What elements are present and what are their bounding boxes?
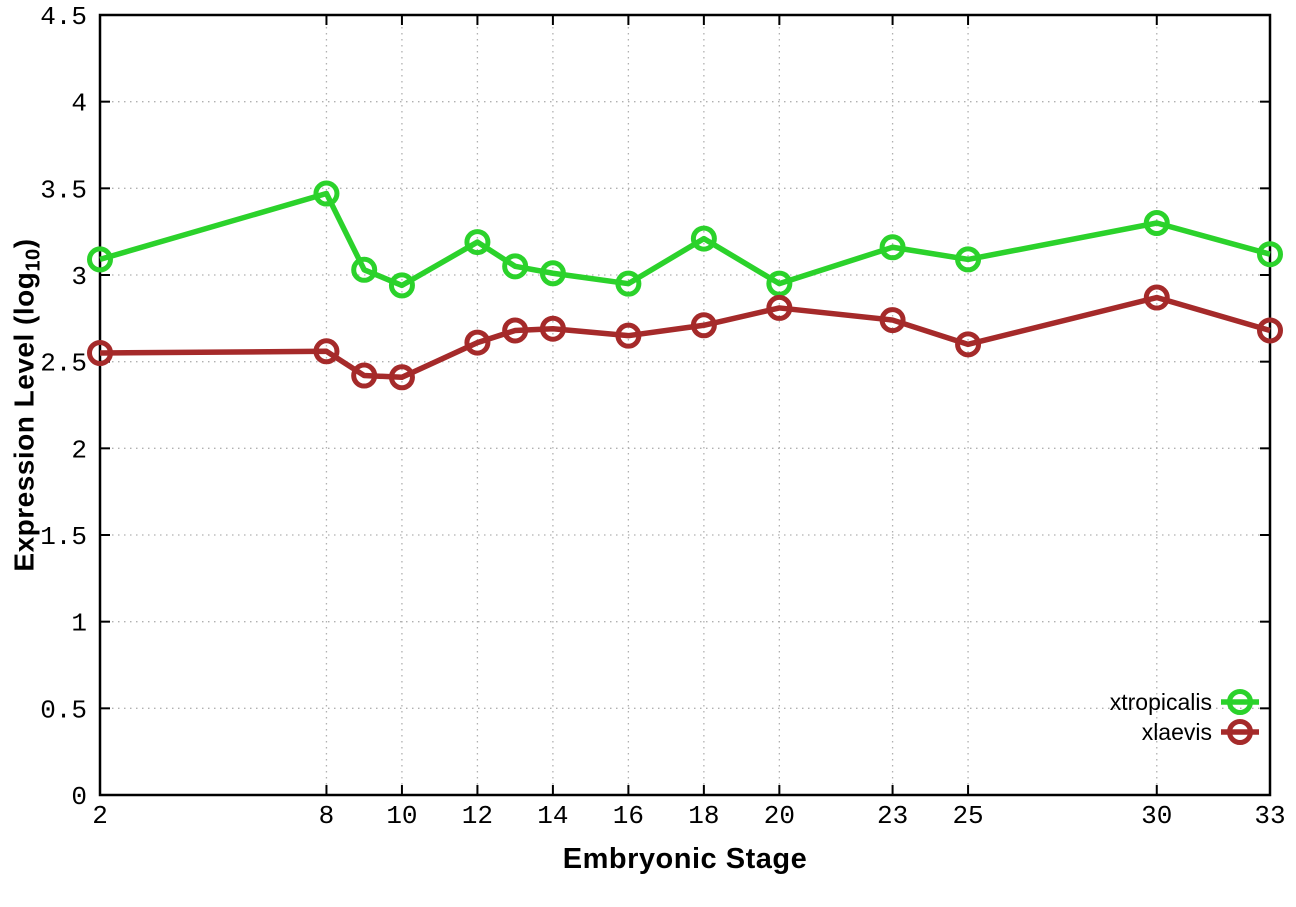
svg-text:10: 10 [386,801,417,831]
svg-text:2: 2 [71,435,87,465]
legend-label-xlaevis: xlaevis [1141,719,1212,745]
plot-border [98,13,1272,797]
legend-label-xtropicalis: xtropicalis [1109,689,1212,715]
series-xlaevis [87,284,1283,391]
x-tick-labels: 2 8 10 12 14 16 18 20 23 25 30 33 [92,801,1285,831]
svg-text:0: 0 [71,782,87,812]
svg-text:8: 8 [319,801,335,831]
svg-text:12: 12 [462,801,493,831]
svg-text:33: 33 [1254,801,1285,831]
x-axis-title: Embryonic Stage [562,843,808,875]
svg-text:2: 2 [92,801,108,831]
svg-text:3.5: 3.5 [40,175,87,205]
svg-text:1.5: 1.5 [40,522,87,552]
svg-text:23: 23 [877,801,908,831]
y-axis-title-text: Expression Level (log [8,271,40,572]
svg-text:2.5: 2.5 [40,349,87,379]
svg-text:30: 30 [1141,801,1172,831]
axis-ticks [99,14,1271,796]
legend: xtropicalis xlaevis [1110,687,1212,747]
y-tick-labels: 0 0.5 1 1.5 2 2.5 3 3.5 4 4.5 [40,2,87,812]
legend-item-xtropicalis: xtropicalis [1110,687,1212,717]
svg-text:18: 18 [688,801,719,831]
y-axis-title-suffix: ) [8,238,40,249]
svg-text:20: 20 [764,801,795,831]
svg-text:25: 25 [952,801,983,831]
svg-text:14: 14 [537,801,568,831]
svg-text:4: 4 [71,89,87,119]
legend-samples [1221,689,1259,745]
svg-text:16: 16 [613,801,644,831]
y-axis-title: Expression Level (log10) [9,238,46,571]
legend-item-xlaevis: xlaevis [1110,717,1212,747]
svg-text:0.5: 0.5 [40,695,87,725]
gridlines [100,15,1270,795]
svg-text:4.5: 4.5 [40,2,87,32]
y-axis-title-subscript: 10 [22,248,45,272]
series-xtropicalis [87,180,1283,299]
svg-text:3: 3 [71,262,87,292]
svg-text:1: 1 [71,609,87,639]
